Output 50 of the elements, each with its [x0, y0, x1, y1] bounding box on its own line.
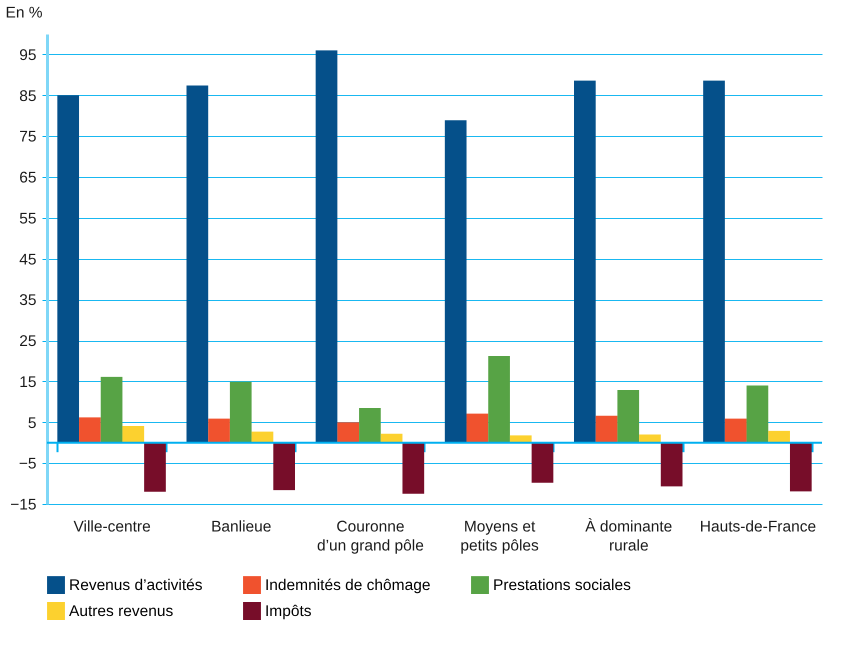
- y-tick-label: 55: [19, 210, 36, 228]
- x-tick-label: Ville-centre: [73, 518, 151, 536]
- bar: [596, 416, 618, 443]
- y-tick-label: −5: [18, 456, 36, 473]
- bar: [617, 390, 640, 443]
- bar: [122, 426, 144, 443]
- y-tick-label: −15: [10, 496, 36, 514]
- y-tick-label: 5: [28, 414, 36, 432]
- legend-label: Impôts: [265, 603, 312, 620]
- y-tick-label: 95: [19, 46, 36, 64]
- bar: [144, 442, 166, 492]
- bar: [574, 80, 596, 443]
- bar: [273, 442, 295, 490]
- x-tick-label: Couronne d’un grand pôle: [316, 518, 424, 554]
- bar: [703, 80, 725, 443]
- x-tick-label: Moyens et petits pôles: [460, 518, 540, 554]
- x-tick-label: Banlieue: [211, 518, 272, 536]
- y-tick-label: 45: [19, 251, 36, 268]
- bar: [466, 414, 488, 443]
- legend-label: Autres revenus: [69, 603, 174, 620]
- bar: [790, 442, 812, 492]
- bar: [359, 408, 381, 443]
- y-tick-label: 65: [19, 170, 36, 187]
- bar: [316, 50, 338, 443]
- y-tick-label: 75: [19, 128, 36, 146]
- bar: [746, 385, 768, 443]
- y-tick-label: 85: [19, 88, 36, 105]
- x-tick-label: Hauts-de-France: [700, 518, 816, 536]
- y-tick-label: 35: [19, 292, 36, 310]
- bar: [532, 442, 554, 483]
- legend-label: Revenus d’activités: [69, 577, 203, 594]
- bar: [252, 432, 274, 443]
- bar: [100, 376, 122, 443]
- bar: [186, 85, 208, 443]
- bar: [488, 356, 510, 443]
- legend-label: Indemnités de chômage: [265, 577, 430, 594]
- y-tick-label: 15: [19, 374, 36, 391]
- x-tick-label: À dominante rurale: [585, 518, 672, 554]
- y-tick-label: 25: [19, 333, 36, 350]
- bar: [724, 418, 747, 443]
- bar: [57, 95, 80, 443]
- bar: [337, 422, 360, 443]
- bar: [444, 120, 467, 443]
- y-axis-title: En %: [6, 4, 43, 22]
- bar: [208, 418, 230, 443]
- bar: [660, 442, 682, 486]
- bar: [79, 417, 101, 443]
- bar: [230, 382, 252, 443]
- legend-label: Prestations sociales: [493, 577, 632, 594]
- bar: [402, 442, 424, 494]
